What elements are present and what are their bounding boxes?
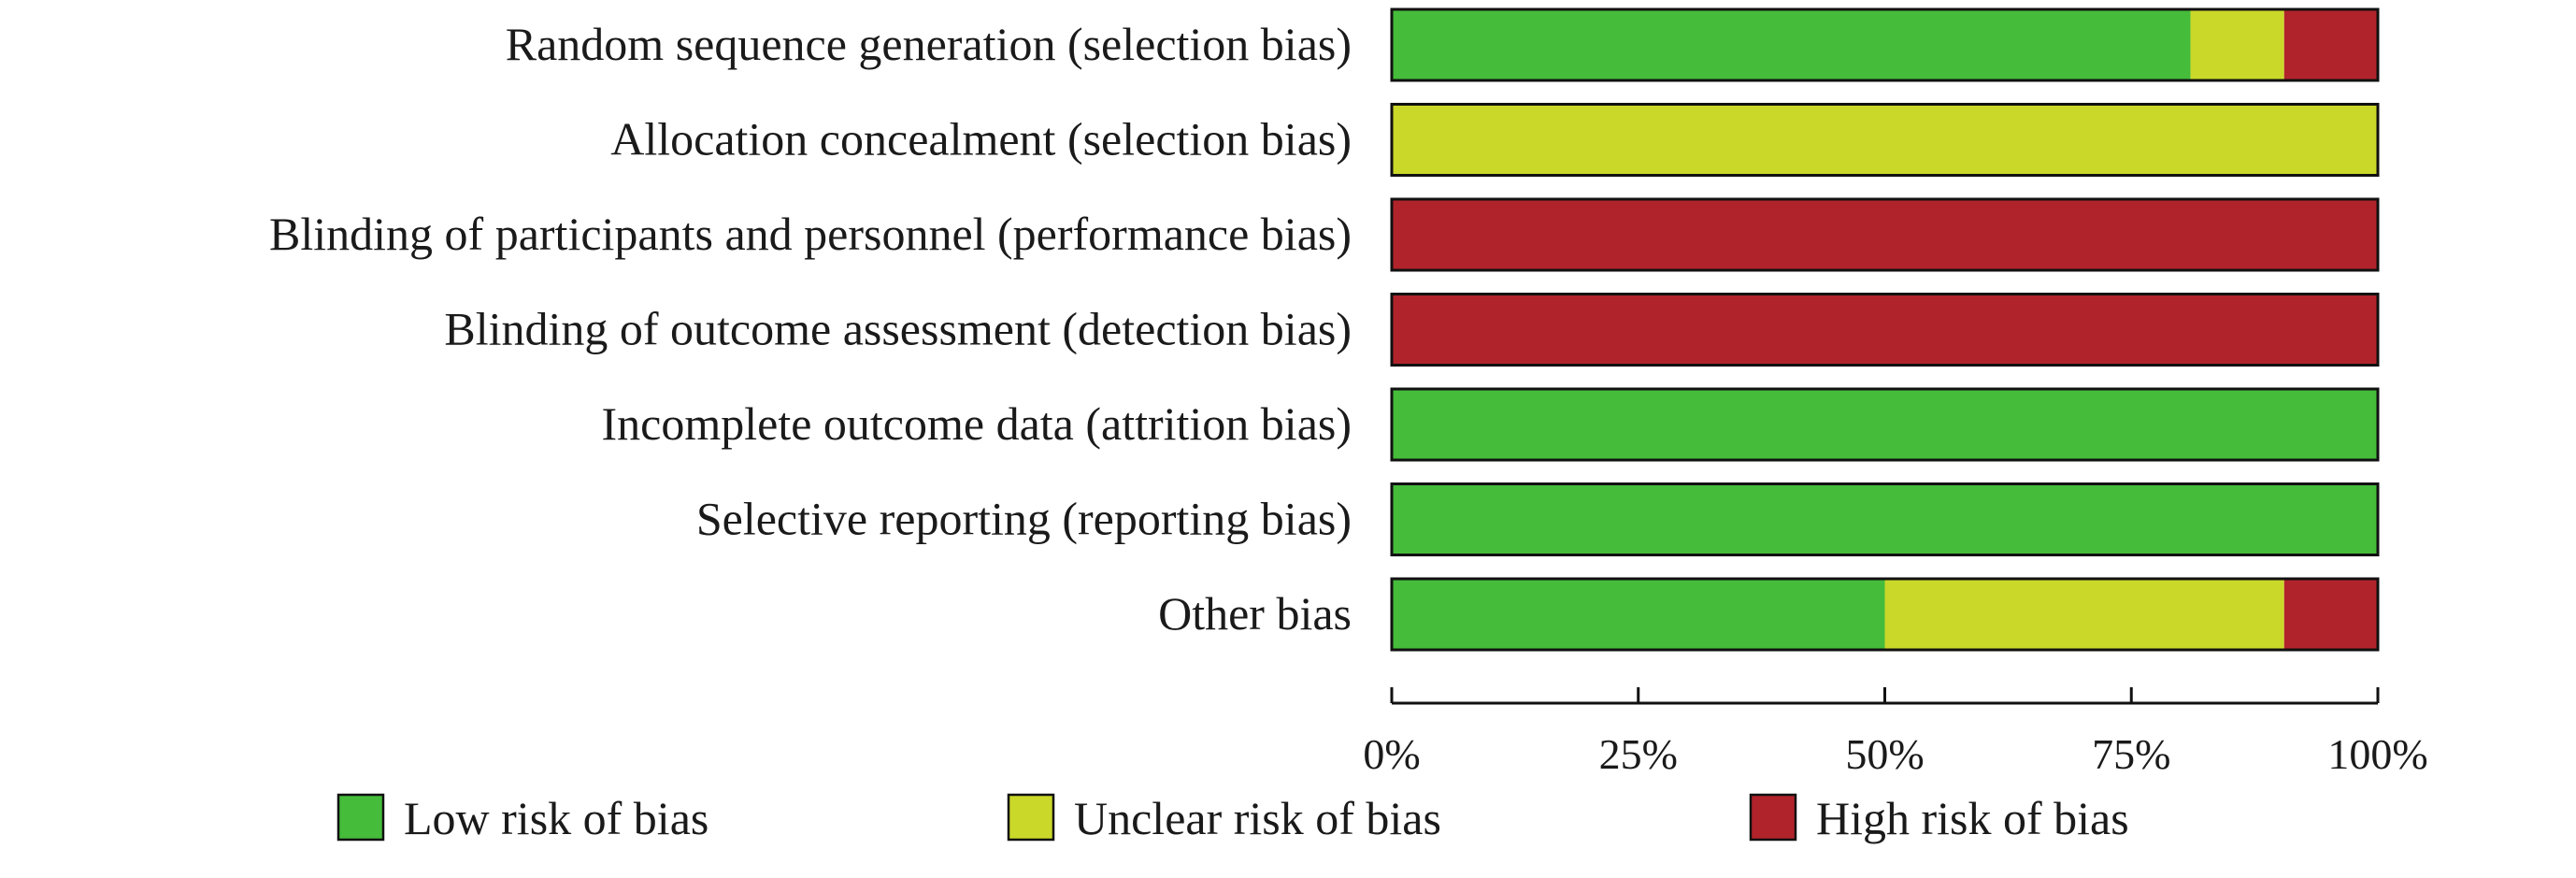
legend-swatch-unclear [1007, 793, 1055, 842]
bar-segment-low [1392, 9, 2191, 80]
category-label: Allocation concealment (selection bias) [610, 113, 1352, 166]
bar-segment-low [1392, 483, 2378, 555]
bar-segment-unclear [2190, 9, 2284, 80]
category-label: Other bias [1158, 587, 1352, 640]
legend-swatch-low [336, 793, 385, 842]
x-tick-label: 50% [1845, 730, 1924, 778]
bar-outline [1390, 387, 2380, 462]
bar-segment-low [1392, 579, 1885, 650]
bar-segment-high [2283, 9, 2378, 80]
bar-outline [1390, 7, 2380, 82]
x-tick-label: 0% [1363, 730, 1420, 778]
bar-outline [1390, 197, 2380, 272]
bar-segment-high [2283, 579, 2378, 650]
x-axis: 0% 25% 50% 75% 100% [1363, 687, 2428, 778]
legend-label-low: Low risk of bias [404, 792, 708, 844]
x-tick-label: 75% [2092, 730, 2170, 778]
bars [1390, 7, 2380, 652]
category-label: Random sequence generation (selection bi… [506, 18, 1352, 70]
category-label: Incomplete outcome data (attrition bias) [602, 397, 1352, 450]
x-tick-label: 100% [2327, 730, 2427, 778]
bar-outline [1390, 103, 2380, 177]
category-labels: Random sequence generation (selection bi… [269, 18, 1352, 640]
category-label: Blinding of participants and personnel (… [269, 208, 1352, 260]
bar-segment-low [1392, 389, 2378, 460]
x-tick-label: 25% [1599, 730, 1678, 778]
legend: Low risk of bias Unclear risk of bias High… [336, 792, 2129, 844]
bar-outline [1390, 482, 2380, 556]
legend-label-high: High risk of bias [1816, 792, 2129, 844]
bar-outline [1390, 577, 2380, 652]
category-label: Selective reporting (reporting bias) [696, 493, 1352, 545]
legend-swatch-high [1749, 793, 1797, 842]
bar-segment-unclear [1392, 104, 2378, 176]
category-label: Blinding of outcome assessment (detectio… [444, 303, 1352, 355]
bar-outline [1390, 293, 2380, 367]
bar-segment-unclear [1884, 579, 2284, 650]
legend-label-unclear: Unclear risk of bias [1074, 792, 1441, 844]
bar-segment-high [1392, 294, 2378, 366]
bar-segment-high [1392, 199, 2378, 270]
